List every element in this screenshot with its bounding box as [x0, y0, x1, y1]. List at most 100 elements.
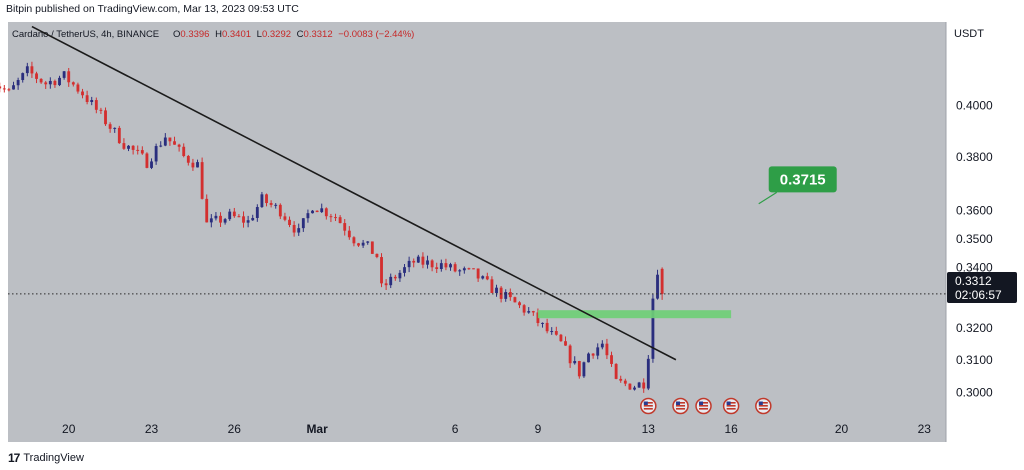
legend-low-label: L: [257, 29, 262, 40]
x-tick-label: 9: [535, 422, 542, 436]
us-flag-icon[interactable]: [695, 397, 712, 415]
candle: [481, 276, 485, 279]
candle: [154, 146, 158, 162]
candle: [559, 334, 563, 342]
candle: [577, 360, 581, 377]
candle: [426, 260, 429, 265]
candle: [403, 267, 406, 273]
candle: [131, 145, 135, 150]
candle: [370, 241, 374, 254]
candle: [2, 88, 6, 90]
candle: [12, 85, 15, 90]
candle: [591, 353, 595, 356]
us-flag-icon[interactable]: [755, 397, 772, 415]
candle: [311, 210, 314, 214]
candle: [127, 145, 130, 149]
candle: [232, 211, 236, 217]
candle: [0, 86, 2, 89]
y-tick-label: 0.3600: [956, 204, 993, 218]
tradingview-brand: TradingView: [23, 452, 84, 464]
legend-ohlc: O0.3396 H0.3401 L0.3292 C0.3312 −0.0083 …: [173, 29, 414, 40]
breakout-zone[interactable]: [537, 310, 732, 319]
candle: [278, 204, 282, 217]
candle: [122, 143, 126, 149]
x-tick-label: 20: [62, 422, 76, 436]
tradingview-logo: 17: [8, 451, 20, 465]
candle: [255, 207, 259, 218]
candle: [209, 218, 213, 223]
legend-change: −0.0083 (−2.44%): [338, 29, 414, 40]
candle: [237, 216, 241, 218]
candle: [573, 360, 577, 364]
candle: [361, 242, 365, 246]
candle: [347, 230, 351, 238]
candle: [485, 276, 489, 280]
candle: [398, 272, 402, 279]
candle: [44, 82, 48, 85]
candle: [292, 224, 296, 233]
candle: [76, 84, 80, 92]
trendline[interactable]: [31, 25, 677, 361]
candle: [504, 292, 508, 299]
candle: [564, 341, 567, 346]
candle: [7, 89, 11, 91]
candle: [315, 210, 319, 213]
candle: [214, 215, 218, 219]
candle: [283, 216, 287, 220]
candle: [642, 382, 646, 389]
candle-last: [660, 268, 664, 294]
legend-close-label: C: [297, 29, 304, 40]
candle: [522, 305, 526, 313]
candle: [513, 297, 517, 303]
candle: [288, 219, 291, 225]
candle: [444, 263, 448, 268]
current-price-tag: 0.3312 02:06:57: [947, 272, 1017, 303]
candle: [117, 127, 121, 144]
candle: [545, 322, 549, 332]
candle: [600, 343, 604, 348]
candle: [182, 146, 186, 156]
currency-label: USDT: [954, 28, 984, 40]
candle: [320, 208, 324, 213]
candle: [527, 311, 531, 313]
candle: [108, 124, 112, 129]
candle: [30, 66, 34, 74]
legend-open: 0.3396: [180, 29, 209, 40]
y-tick-label: 0.3200: [956, 321, 993, 335]
current-price: 0.3312: [955, 274, 992, 288]
candle: [407, 260, 411, 268]
candle-countdown: 02:06:57: [955, 288, 1002, 302]
footer-brand: 17 TradingView: [8, 451, 84, 465]
candle: [366, 241, 370, 243]
candle: [329, 216, 333, 218]
us-flag-icon[interactable]: [640, 397, 657, 415]
candle: [462, 268, 466, 271]
candle: [177, 144, 181, 147]
legend-high-label: H: [215, 29, 222, 40]
us-flag-icon[interactable]: [672, 397, 689, 415]
candle: [495, 287, 498, 294]
candle: [219, 215, 222, 223]
candle: [531, 311, 535, 313]
candle: [306, 213, 310, 219]
candle: [416, 256, 420, 263]
candle: [541, 322, 544, 324]
candle: [499, 287, 503, 299]
target-label-box[interactable]: [768, 166, 837, 193]
y-tick-label: 0.3100: [956, 353, 993, 367]
current-price-tag-box: [947, 272, 1017, 303]
candle: [633, 387, 636, 390]
candle: [380, 257, 383, 284]
candle: [196, 162, 199, 168]
candle: [614, 363, 618, 379]
candle: [352, 237, 356, 244]
candle: [260, 194, 264, 208]
us-flag-icon[interactable]: [722, 397, 740, 415]
y-tick-label: 0.3800: [956, 150, 993, 164]
candle: [140, 150, 144, 154]
candle: [163, 137, 167, 146]
candle: [357, 243, 360, 246]
candle: [587, 353, 590, 363]
candle: [265, 194, 268, 204]
